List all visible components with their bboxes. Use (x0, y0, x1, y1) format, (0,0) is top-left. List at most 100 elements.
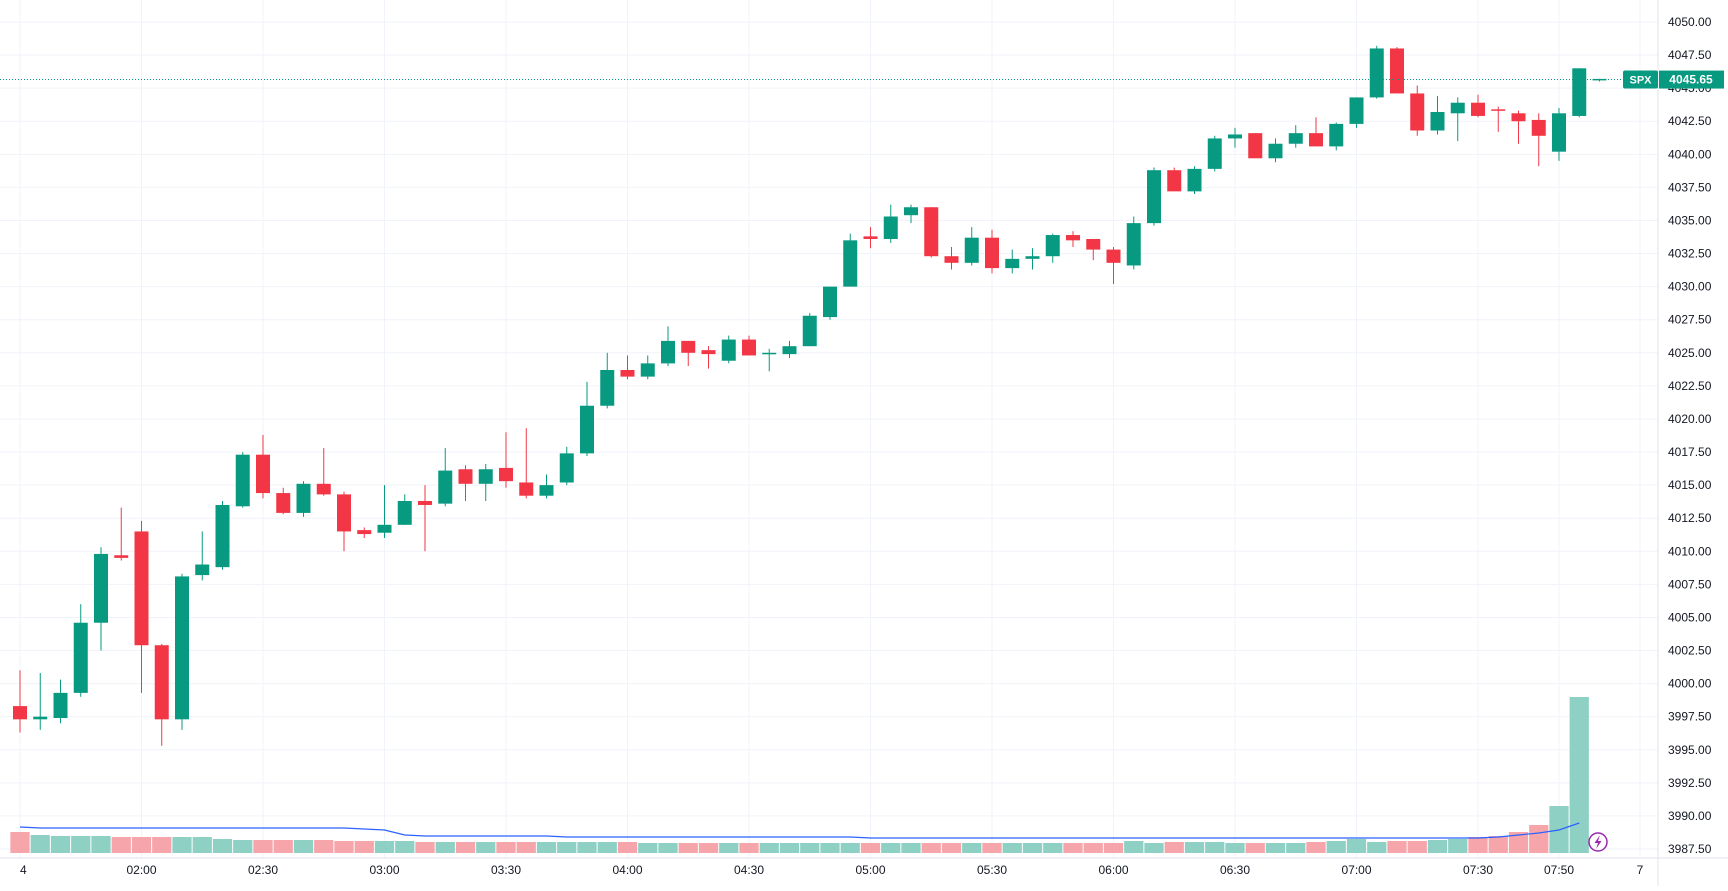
time-tick-label: 02:30 (248, 863, 278, 877)
candle-body (438, 470, 453, 504)
time-tick-label: 4 (20, 863, 27, 877)
volume-bar (1205, 842, 1225, 853)
price-tick-label: 4022.50 (1668, 379, 1712, 393)
candle-body (904, 207, 918, 216)
candle-body (1187, 168, 1202, 192)
candle (478, 463, 493, 501)
candle (357, 527, 372, 539)
candle-body (1228, 134, 1242, 139)
price-tick-label: 4042.50 (1668, 114, 1712, 128)
time-tick-label: 06:00 (1098, 863, 1128, 877)
volume-bar (1387, 841, 1407, 853)
volume-bar (1468, 837, 1488, 853)
volume-bar (1265, 843, 1286, 853)
price-tick-label: 4025.00 (1668, 346, 1712, 360)
candle-body (600, 370, 615, 406)
candle-body (1248, 133, 1263, 159)
candle-body (640, 363, 655, 377)
time-tick-label: 05:30 (977, 863, 1007, 877)
volume-bar (962, 843, 982, 853)
volume-bar (1286, 843, 1306, 853)
candle (1086, 239, 1101, 261)
candle-body (863, 236, 878, 240)
volume-bar (496, 842, 516, 853)
replay-bolt-icon[interactable] (1588, 832, 1608, 852)
candle-body (559, 453, 574, 483)
candle (1126, 216, 1141, 270)
candle (1531, 113, 1546, 167)
candle-body (1552, 113, 1566, 152)
price-tick-label: 4005.00 (1668, 610, 1712, 624)
candle (296, 481, 311, 517)
volume-bar (111, 837, 131, 853)
candle (337, 491, 351, 552)
candle (1147, 167, 1161, 226)
volume-bar (1063, 843, 1083, 853)
candle-body (539, 485, 554, 496)
candle (195, 531, 210, 581)
candle-body (1045, 235, 1060, 257)
price-tick-label: 4017.50 (1668, 445, 1712, 459)
candle (1309, 117, 1323, 147)
time-tick-label: 04:00 (612, 863, 642, 877)
candle-body (661, 340, 675, 364)
volume-bar (91, 836, 111, 853)
volume-bar (1427, 840, 1448, 853)
volume-bar (10, 832, 30, 853)
price-tick-label: 4020.00 (1668, 412, 1712, 426)
volume-bar (719, 843, 739, 853)
candle (782, 340, 797, 359)
price-tick-label: 4047.50 (1668, 48, 1712, 62)
volume-bar (617, 842, 638, 853)
volume-bar (374, 841, 395, 853)
price-tick-label: 4010.00 (1668, 544, 1712, 558)
volume-bar (698, 843, 719, 853)
candle (418, 485, 432, 552)
candle (53, 679, 68, 724)
candle-body (94, 553, 108, 623)
candle-body (782, 346, 797, 355)
volume-bar (253, 840, 273, 853)
candle (600, 352, 615, 409)
price-tick-label: 4002.50 (1668, 644, 1712, 658)
volume-bar (820, 843, 840, 853)
candle (964, 227, 979, 266)
candle (1167, 167, 1182, 192)
candle-body (1025, 256, 1040, 259)
volume-bar (1569, 697, 1589, 853)
price-tick-label: 4015.00 (1668, 478, 1712, 492)
candle-body (256, 454, 270, 494)
candle-body (1471, 102, 1485, 116)
candle (1005, 249, 1020, 274)
candle-body (802, 315, 817, 347)
candle-body (742, 339, 756, 356)
candle-body (215, 504, 230, 568)
volume-bar (1164, 842, 1184, 853)
volume-bar (759, 843, 779, 853)
volume-bar (476, 842, 496, 853)
candle-body (1207, 138, 1222, 169)
time-tick-label: 03:00 (369, 863, 399, 877)
candle (1471, 94, 1485, 118)
volume-bar (1002, 843, 1022, 853)
candle (1025, 248, 1040, 270)
candle-body (316, 483, 331, 495)
candle-body (114, 555, 129, 558)
candle (94, 547, 108, 651)
candle (397, 494, 412, 525)
volume-bar (941, 843, 962, 853)
volume-bar (577, 842, 597, 853)
candle (1410, 85, 1425, 136)
candle-body (175, 576, 189, 720)
candle-body (1531, 119, 1546, 136)
candle-body (1349, 97, 1364, 124)
time-tick-label: 02:00 (126, 863, 156, 877)
volume-bar (881, 843, 901, 853)
candle (985, 229, 999, 274)
candle-body (964, 237, 979, 263)
price-tick-label: 3995.00 (1668, 743, 1712, 757)
candle (256, 434, 270, 499)
volume-bar (1306, 842, 1326, 853)
candle (215, 500, 230, 570)
